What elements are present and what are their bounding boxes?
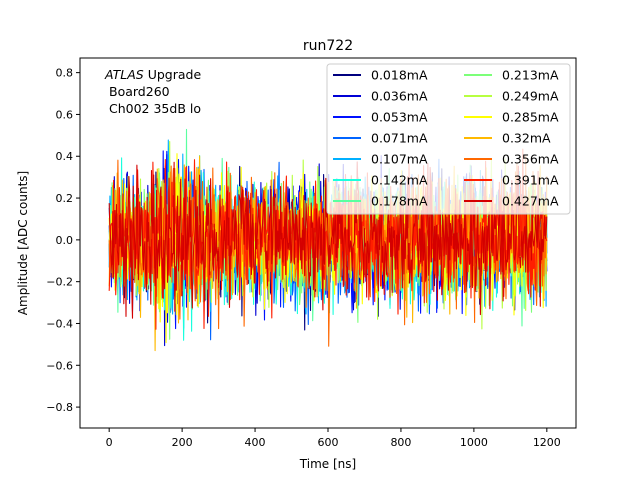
- svg-text:ATLAS Upgrade: ATLAS Upgrade: [104, 67, 201, 82]
- annotation-channel: Ch002 35dB lo: [109, 101, 201, 116]
- legend-label: 0.107mA: [371, 152, 428, 167]
- legend-label: 0.427mA: [502, 194, 559, 209]
- legend-entry: 0.107mA: [333, 152, 428, 167]
- legend-label: 0.142mA: [371, 173, 428, 188]
- legend-entry: 0.213mA: [464, 68, 559, 83]
- legend-label: 0.053mA: [371, 110, 428, 125]
- legend-entry: 0.356mA: [464, 152, 559, 167]
- legend-label: 0.071mA: [371, 131, 428, 146]
- legend-entry: 0.036mA: [333, 89, 428, 104]
- legend-entry: 0.249mA: [464, 89, 559, 104]
- legend-entry: 0.285mA: [464, 110, 559, 125]
- x-tick-label: 1200: [533, 436, 561, 449]
- legend-entry: 0.427mA: [464, 194, 559, 209]
- legend-frame: [326, 63, 571, 215]
- atlas-annotation: ATLAS Upgrade Board260 Ch002 35dB lo: [104, 67, 201, 116]
- y-tick-label: 0.6: [56, 108, 74, 121]
- x-tick-label: 600: [318, 436, 339, 449]
- y-tick-label: −0.8: [46, 401, 73, 414]
- legend-entry: 0.32mA: [464, 131, 551, 146]
- legend: 0.018mA 0.036mA 0.053mA 0.071mA 0.107mA 0.142…: [326, 63, 571, 215]
- legend-entry: 0.071mA: [333, 131, 428, 146]
- legend-entry: 0.018mA: [333, 68, 428, 83]
- legend-label: 0.178mA: [371, 194, 428, 209]
- legend-label: 0.356mA: [502, 152, 559, 167]
- annotation-atlas: ATLAS: [104, 67, 144, 82]
- x-tick-label: 0: [106, 436, 113, 449]
- x-axis: 0 200 400 600 800 1000 1200: [106, 428, 561, 449]
- legend-entry: 0.142mA: [333, 173, 428, 188]
- legend-entry: 0.391mA: [464, 173, 559, 188]
- x-axis-label: Time [ns]: [299, 457, 356, 471]
- legend-entry: 0.178mA: [333, 194, 428, 209]
- y-tick-label: 0.4: [56, 150, 74, 163]
- legend-entry: 0.053mA: [333, 110, 428, 125]
- legend-label: 0.213mA: [502, 68, 559, 83]
- x-tick-label: 200: [172, 436, 193, 449]
- y-tick-label: −0.2: [46, 276, 73, 289]
- x-tick-label: 400: [245, 436, 266, 449]
- legend-label: 0.036mA: [371, 89, 428, 104]
- x-tick-label: 800: [390, 436, 411, 449]
- annotation-upgrade: Upgrade: [144, 67, 202, 82]
- x-tick-label: 1000: [460, 436, 488, 449]
- y-axis-label: Amplitude [ADC counts]: [16, 171, 30, 315]
- y-tick-label: −0.4: [46, 317, 73, 330]
- chart-title: run722: [303, 38, 353, 54]
- y-tick-label: −0.6: [46, 359, 73, 372]
- legend-label: 0.249mA: [502, 89, 559, 104]
- legend-label: 0.391mA: [502, 173, 559, 188]
- y-tick-label: 0.0: [56, 234, 74, 247]
- y-axis: −0.8 −0.6 −0.4 −0.2 0.0 0.2 0.4 0.6 0.8: [46, 67, 80, 414]
- legend-label: 0.32mA: [502, 131, 551, 146]
- y-tick-label: 0.8: [56, 67, 74, 80]
- legend-label: 0.285mA: [502, 110, 559, 125]
- series-traces: [108, 128, 548, 352]
- annotation-board: Board260: [109, 84, 170, 99]
- y-tick-label: 0.2: [56, 192, 74, 205]
- legend-label: 0.018mA: [371, 68, 428, 83]
